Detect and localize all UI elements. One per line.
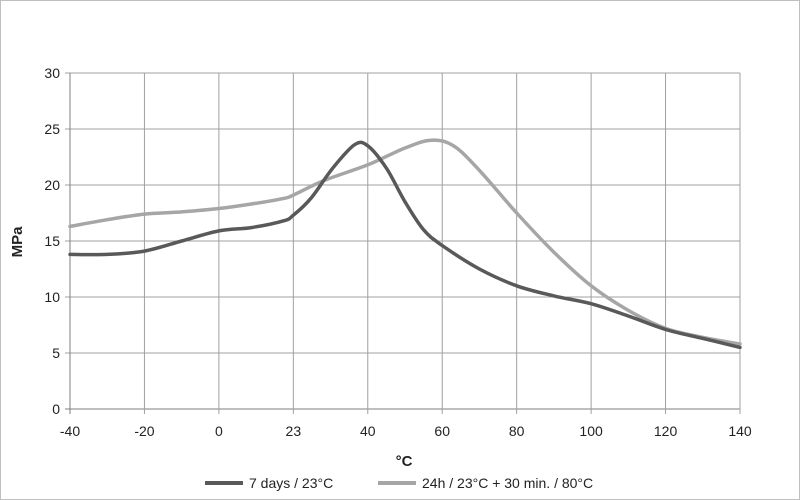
y-axis-title: MPa [9,226,26,258]
x-tick-label: -40 [60,423,80,439]
x-tick-label: 140 [728,423,752,439]
x-tick-label: 120 [654,423,678,439]
x-tick-label: 0 [215,423,223,439]
legend-label-2: 24h / 23°C + 30 min. / 80°C [422,475,593,491]
y-tick-label: 10 [44,289,60,305]
series-lines [68,138,742,350]
x-tick-label: 60 [434,423,450,439]
y-tick-label: 0 [52,401,60,417]
grid [65,72,741,414]
legend-label-1: 7 days / 23°C [249,475,333,491]
tick-labels: 0 5 10 15 20 25 30 -40 -20 0 23 40 60 80 100 120 140 [44,65,751,439]
legend: 7 days / 23°C 24h / 23°C + 30 min. / 80°C [205,475,593,491]
y-tick-label: 15 [44,233,60,249]
series-line-1 [68,140,742,350]
y-tick-label: 30 [44,65,60,81]
x-tick-label: 23 [286,423,302,439]
y-tick-label: 5 [52,345,60,361]
x-tick-label: 40 [360,423,376,439]
y-tick-label: 20 [44,177,60,193]
x-tick-label: 100 [579,423,603,439]
x-tick-label: -20 [134,423,154,439]
series-line-2 [68,138,742,346]
x-axis-title: °C [396,453,413,470]
x-tick-label: 80 [509,423,525,439]
y-tick-label: 25 [44,121,60,137]
